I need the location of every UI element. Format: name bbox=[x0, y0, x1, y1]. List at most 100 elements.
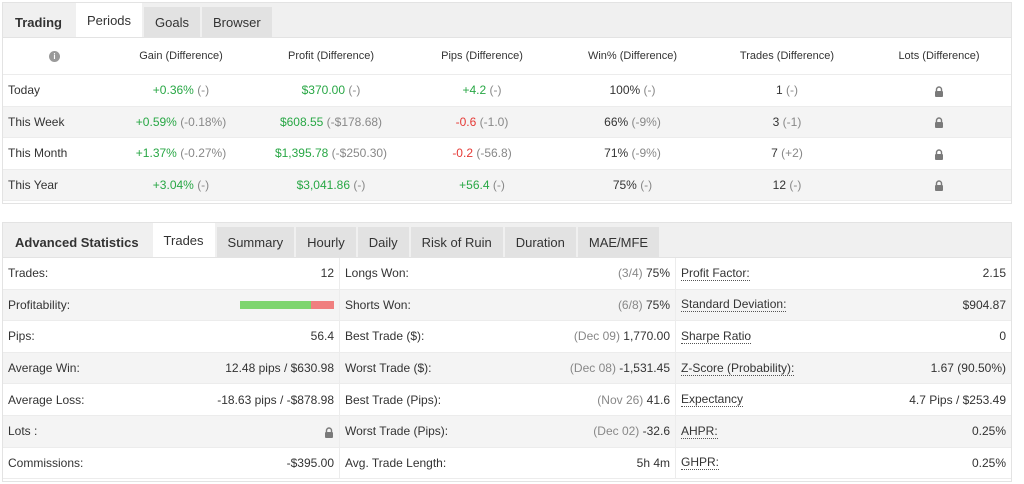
stat-value: 12 bbox=[320, 266, 334, 281]
tab-browser[interactable]: Browser bbox=[202, 7, 272, 37]
stat-row: Avg. Trade Length: 5h 4m bbox=[340, 448, 675, 480]
profit-cell: $608.55 (-$178.68) bbox=[256, 115, 406, 129]
advanced-statistics-panel: Advanced Statistics Trades Summary Hourl… bbox=[2, 222, 1012, 482]
tab-summary[interactable]: Summary bbox=[216, 227, 295, 257]
gain-cell: +0.59% (-0.18%) bbox=[106, 115, 256, 129]
stat-row: Pips: 56.4 bbox=[3, 321, 339, 353]
trades-value: 3 bbox=[772, 114, 780, 129]
trades-value: 12 bbox=[772, 177, 786, 192]
profit-cell: $1,395.78 (-$250.30) bbox=[256, 146, 406, 160]
stat-note: (Nov 26) bbox=[597, 392, 644, 407]
profit-value: $370.00 bbox=[301, 83, 346, 98]
stat-label-tooltip[interactable]: Profit Factor: bbox=[681, 265, 750, 281]
gain-difference: (-) bbox=[197, 177, 210, 192]
trades-cell: 3 (-1) bbox=[707, 115, 867, 129]
stat-label: Worst Trade (Pips): bbox=[345, 424, 449, 439]
stat-row: Profitability: bbox=[3, 289, 339, 322]
stat-label: Pips: bbox=[8, 329, 35, 344]
win-cell: 100% (-) bbox=[558, 83, 707, 97]
win-cell: 71% (-9%) bbox=[558, 146, 707, 160]
stat-note: (Dec 09) bbox=[573, 329, 620, 344]
stat-label-tooltip[interactable]: GHPR: bbox=[681, 455, 720, 471]
profit-difference: (-$250.30) bbox=[331, 146, 388, 161]
stat-row: Worst Trade ($): (Dec 08) -1,531.45 bbox=[340, 352, 675, 385]
lock-icon bbox=[934, 83, 944, 97]
stat-value: 41.6 bbox=[646, 392, 670, 407]
trades-difference: (-1) bbox=[782, 114, 802, 129]
stat-label-tooltip[interactable]: AHPR: bbox=[681, 423, 718, 439]
pips-cell: +4.2 (-) bbox=[406, 83, 558, 97]
column-header: Pips (Difference) bbox=[441, 50, 523, 62]
advanced-tab-bar: Advanced Statistics Trades Summary Hourl… bbox=[3, 223, 1011, 258]
stat-label-tooltip[interactable]: Sharpe Ratio bbox=[681, 328, 752, 344]
stat-label-tooltip[interactable]: Z-Score (Probability): bbox=[681, 360, 795, 376]
stat-label-tooltip[interactable]: Standard Deviation: bbox=[681, 297, 787, 313]
gain-difference: (-0.27%) bbox=[180, 146, 227, 161]
profit-value: $3,041.86 bbox=[296, 177, 351, 192]
gain-cell: +1.37% (-0.27%) bbox=[106, 146, 256, 160]
stat-value: 0.25% bbox=[971, 455, 1006, 470]
tab-daily[interactable]: Daily bbox=[357, 227, 409, 257]
info-cell: i bbox=[3, 50, 106, 62]
period-label: Today bbox=[8, 83, 41, 98]
stat-label: Profitability: bbox=[8, 297, 71, 312]
stat-value: 0.25% bbox=[971, 424, 1006, 439]
profit-difference: (-) bbox=[353, 177, 366, 192]
win-cell: 75% (-) bbox=[558, 178, 707, 192]
win-value: 100% bbox=[609, 83, 641, 98]
column-header: Win% (Difference) bbox=[587, 50, 678, 62]
stat-value: 4.7 Pips / $253.49 bbox=[909, 392, 1006, 407]
trades-difference: (+2) bbox=[781, 146, 803, 161]
stat-label: Best Trade ($): bbox=[345, 329, 425, 344]
stat-row: Commissions: -$395.00 bbox=[3, 448, 339, 480]
pips-cell: +56.4 (-) bbox=[406, 178, 558, 192]
pips-difference: (-1.0) bbox=[479, 114, 509, 129]
win-cell: 66% (-9%) bbox=[558, 115, 707, 129]
pips-value: +56.4 bbox=[459, 177, 490, 192]
win-difference: (-9%) bbox=[631, 146, 661, 161]
tab-duration[interactable]: Duration bbox=[504, 227, 576, 257]
stat-label: Average Loss: bbox=[8, 392, 85, 407]
period-label: This Month bbox=[8, 146, 68, 161]
gain-difference: (-) bbox=[197, 83, 210, 98]
pips-value: -0.2 bbox=[452, 146, 473, 161]
stat-value: 75% bbox=[645, 297, 670, 312]
stat-value: 1.67 (90.50%) bbox=[930, 361, 1006, 376]
table-row: Today +0.36% (-) $370.00 (-) +4.2 (-) 100% (… bbox=[3, 75, 1011, 107]
gain-value: +0.36% bbox=[152, 83, 194, 98]
tab-hourly[interactable]: Hourly bbox=[296, 227, 356, 257]
stat-label: Average Win: bbox=[8, 361, 80, 376]
stat-label-tooltip[interactable]: Expectancy bbox=[681, 392, 744, 408]
stat-value: 5h 4m bbox=[636, 455, 670, 470]
tab-trading[interactable]: Trading bbox=[15, 14, 62, 30]
stat-value: 56.4 bbox=[310, 329, 334, 344]
tab-mae-mfe[interactable]: MAE/MFE bbox=[577, 227, 660, 257]
trades-difference: (-) bbox=[786, 83, 799, 98]
stat-value: -$395.00 bbox=[286, 455, 334, 470]
tab-trades[interactable]: Trades bbox=[152, 223, 215, 257]
table-row: This Week +0.59% (-0.18%) $608.55 (-$178.6… bbox=[3, 106, 1011, 138]
tab-periods[interactable]: Periods bbox=[75, 3, 143, 37]
win-value: 75% bbox=[612, 177, 637, 192]
table-row: This Year +3.04% (-) $3,041.86 (-) +56.4 (-… bbox=[3, 169, 1011, 201]
gain-cell: +3.04% (-) bbox=[106, 178, 256, 192]
lots-cell bbox=[867, 146, 1011, 160]
gain-value: +1.37% bbox=[135, 146, 177, 161]
pips-value: -0.6 bbox=[455, 114, 477, 129]
info-icon[interactable]: i bbox=[49, 51, 60, 62]
tab-risk-of-ruin[interactable]: Risk of Ruin bbox=[410, 227, 503, 257]
stat-value: $904.87 bbox=[962, 297, 1006, 312]
profit-difference: (-$178.68) bbox=[326, 114, 383, 129]
stat-label: Best Trade (Pips): bbox=[345, 392, 442, 407]
profit-value: $608.55 bbox=[279, 114, 324, 129]
table-row: This Month +1.37% (-0.27%) $1,395.78 (-$25… bbox=[3, 138, 1011, 170]
trades-cell: 1 (-) bbox=[707, 83, 867, 97]
stat-label: Avg. Trade Length: bbox=[345, 455, 447, 470]
stat-row: AHPR: 0.25% bbox=[676, 415, 1011, 448]
stat-label: Shorts Won: bbox=[345, 297, 411, 312]
tab-goals[interactable]: Goals bbox=[144, 7, 200, 37]
stat-value: -32.6 bbox=[642, 424, 670, 439]
stat-label: Worst Trade ($): bbox=[345, 361, 432, 376]
trades-difference: (-) bbox=[789, 177, 802, 192]
stat-label: Longs Won: bbox=[345, 266, 409, 281]
